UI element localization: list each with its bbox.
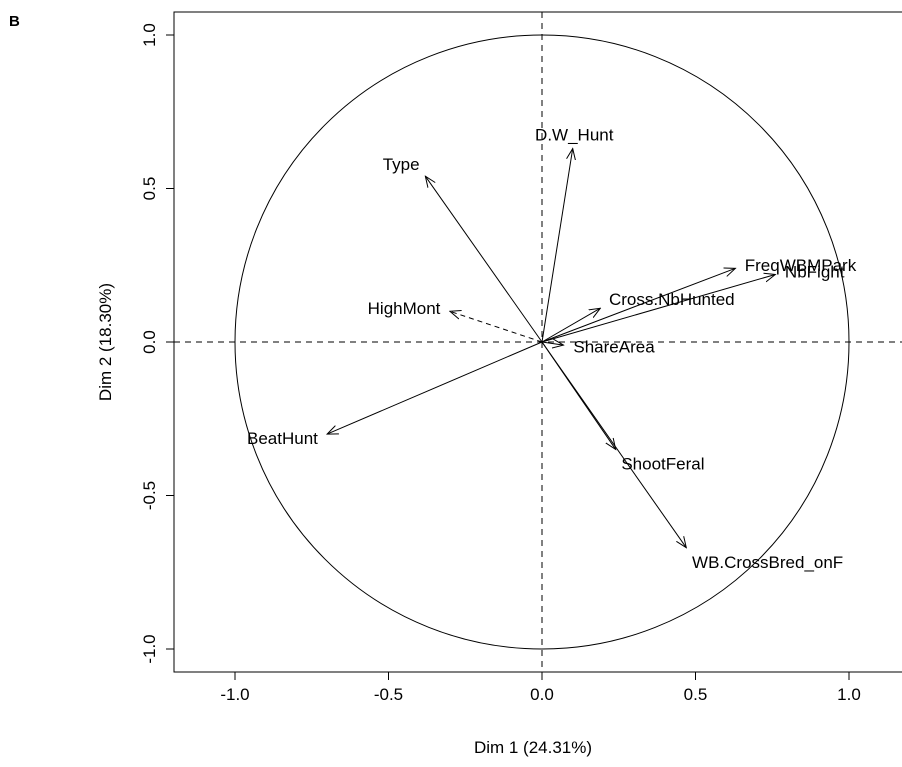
- y-tick-label: 0.5: [140, 177, 159, 201]
- arrow-highmont: [450, 311, 543, 343]
- y-tick-label: -0.5: [140, 481, 159, 510]
- y-tick-label: 0.0: [140, 330, 159, 354]
- variable-label: WB.CrossBred_onF: [692, 553, 843, 572]
- y-axis-title: Dim 2 (18.30%): [96, 283, 115, 401]
- y-tick-label: 1.0: [140, 23, 159, 47]
- arrow-d-w-hunt: [541, 149, 573, 343]
- x-tick-label: 1.0: [837, 685, 861, 704]
- variable-label: HighMont: [368, 299, 441, 318]
- arrow-cross-nbhunted: [541, 308, 600, 343]
- plot-area: [173, 11, 902, 673]
- variable-label: ShootFeral: [621, 455, 704, 474]
- variable-label: BeatHunt: [247, 429, 318, 448]
- axes: -1.0 -0.5 0.0 0.5 1.0 -1.0 -0.5 0.0 0.5 1.0: [140, 23, 861, 704]
- arrow-sharearea: [541, 342, 563, 345]
- arrow-nbfight: [541, 274, 775, 343]
- arrow-freqwbmpark: [541, 268, 735, 343]
- x-tick-label: 0.0: [530, 685, 554, 704]
- x-tick-label: 0.5: [684, 685, 708, 704]
- y-tick-label: -1.0: [140, 634, 159, 663]
- variable-label: FreqWBMPark: [745, 256, 857, 275]
- variable-label: Cross.NbHunted: [609, 290, 735, 309]
- arrow-type: [425, 176, 543, 343]
- variable-label: NbFight: [785, 263, 845, 282]
- variable-label: Type: [383, 155, 420, 174]
- panel-letter: B: [9, 13, 20, 30]
- variable-label: ShareArea: [573, 337, 655, 356]
- x-axis-title: Dim 1 (24.31%): [474, 738, 592, 757]
- variable-label: D.W_Hunt: [535, 126, 614, 145]
- arrow-wb-crossbred-onf: [541, 341, 686, 548]
- x-tick-label: -0.5: [374, 685, 403, 704]
- x-tick-label: -1.0: [220, 685, 249, 704]
- arrow-beathunt: [327, 341, 543, 434]
